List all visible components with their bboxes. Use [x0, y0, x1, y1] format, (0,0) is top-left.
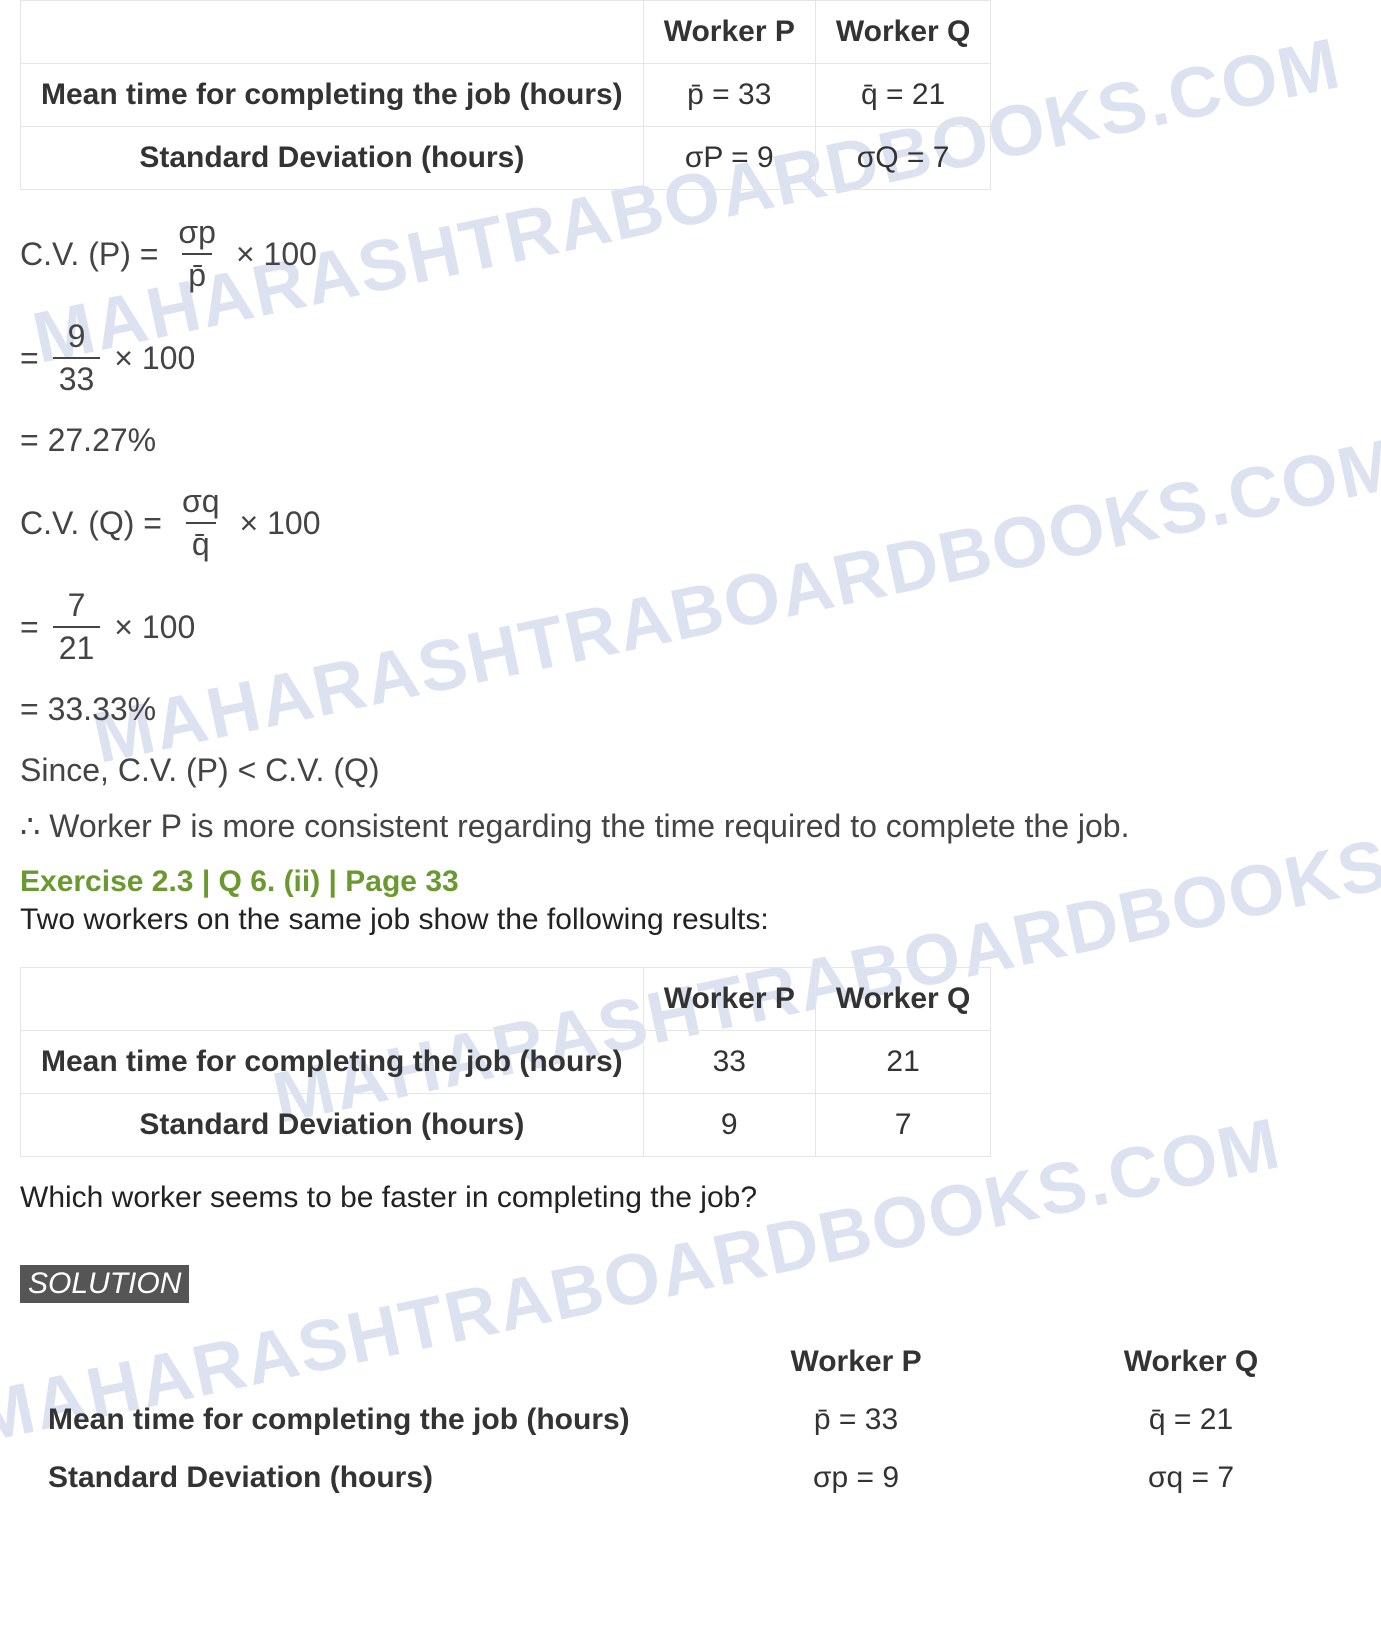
cell-sd-p: 9 — [643, 1094, 815, 1157]
cell-mean-q: q̄ = 21 — [815, 64, 991, 127]
fraction-numerator: 7 — [62, 587, 92, 626]
equals-sign: = — [20, 609, 39, 646]
table-row: Mean time for completing the job (hours)… — [21, 1031, 991, 1094]
fraction-denominator: 21 — [53, 626, 101, 667]
table-header-empty — [21, 1, 644, 64]
row-label-mean: Mean time for completing the job (hours) — [21, 64, 644, 127]
row-label-mean: Mean time for completing the job (hours) — [20, 1391, 690, 1449]
cv-p-substitution: = 9 33 × 100 — [20, 318, 1361, 398]
exercise-prompt: Two workers on the same job show the fol… — [20, 903, 1361, 937]
row-label-sd: Standard Deviation (hours) — [21, 1094, 644, 1157]
cell-mean-p: 33 — [643, 1031, 815, 1094]
stats-table-2: Worker P Worker Q Mean time for completi… — [20, 967, 991, 1157]
fraction-denominator: 33 — [53, 357, 101, 398]
stats-table-1: Worker P Worker Q Mean time for completi… — [20, 0, 991, 190]
fraction-numerator: 9 — [62, 318, 92, 357]
table-row: Worker P Worker Q — [20, 1333, 1360, 1391]
table-header-worker-p: Worker P — [643, 968, 815, 1031]
cv-p-label: C.V. (P) = — [20, 236, 158, 273]
table-header-worker-q: Worker Q — [815, 1, 991, 64]
table-row: Standard Deviation (hours) 9 7 — [21, 1094, 991, 1157]
solution-heading: SOLUTION — [20, 1265, 189, 1303]
table-row: Mean time for completing the job (hours)… — [21, 64, 991, 127]
exercise-heading: Exercise 2.3 | Q 6. (ii) | Page 33 — [20, 865, 1361, 899]
fraction: 9 33 — [53, 318, 101, 398]
cell-sd-q: σq = 7 — [1022, 1449, 1360, 1507]
cv-q-substitution: = 7 21 × 100 — [20, 587, 1361, 667]
cell-mean-p: p̄ = 33 — [643, 64, 815, 127]
table-header-empty — [21, 968, 644, 1031]
fraction: σq q̄ — [176, 483, 226, 563]
cv-q-label: C.V. (Q) = — [20, 505, 162, 542]
cv-q-result: = 33.33% — [20, 691, 1361, 728]
since-comparison: Since, C.V. (P) < C.V. (Q) — [20, 752, 1361, 789]
fraction: σp p̄ — [172, 214, 222, 294]
cell-mean-q: q̄ = 21 — [1022, 1391, 1360, 1449]
table-row: Standard Deviation (hours) σp = 9 σq = 7 — [20, 1449, 1360, 1507]
row-label-mean: Mean time for completing the job (hours) — [21, 1031, 644, 1094]
question-text: Which worker seems to be faster in compl… — [20, 1181, 1361, 1215]
cell-mean-p: p̄ = 33 — [690, 1391, 1022, 1449]
table-header-worker-q: Worker Q — [1022, 1333, 1360, 1391]
table-row: Worker P Worker Q — [21, 1, 991, 64]
cell-sd-p: σp = 9 — [690, 1449, 1022, 1507]
fraction-numerator: σp — [172, 214, 222, 253]
cell-sd-p: σP = 9 — [643, 127, 815, 190]
cell-sd-q: σQ = 7 — [815, 127, 991, 190]
cv-p-result: = 27.27% — [20, 422, 1361, 459]
stats-table-3: Worker P Worker Q Mean time for completi… — [20, 1333, 1360, 1507]
table-header-empty — [20, 1333, 690, 1391]
times-100: × 100 — [240, 505, 321, 542]
times-100: × 100 — [236, 236, 317, 273]
equals-sign: = — [20, 340, 39, 377]
cell-mean-q: 21 — [815, 1031, 991, 1094]
table-header-worker-q: Worker Q — [815, 968, 991, 1031]
table-header-worker-p: Worker P — [643, 1, 815, 64]
fraction: 7 21 — [53, 587, 101, 667]
cv-p-formula: C.V. (P) = σp p̄ × 100 — [20, 214, 1361, 294]
row-label-sd: Standard Deviation (hours) — [20, 1449, 690, 1507]
table-row: Mean time for completing the job (hours)… — [20, 1391, 1360, 1449]
cell-sd-q: 7 — [815, 1094, 991, 1157]
row-label-sd: Standard Deviation (hours) — [21, 127, 644, 190]
times-100: × 100 — [114, 340, 195, 377]
table-row: Standard Deviation (hours) σP = 9 σQ = 7 — [21, 127, 991, 190]
fraction-denominator: q̄ — [186, 522, 216, 563]
times-100: × 100 — [114, 609, 195, 646]
table-header-worker-p: Worker P — [690, 1333, 1022, 1391]
table-row: Worker P Worker Q — [21, 968, 991, 1031]
fraction-denominator: p̄ — [182, 253, 212, 294]
cv-q-formula: C.V. (Q) = σq q̄ × 100 — [20, 483, 1361, 563]
conclusion: ∴ Worker P is more consistent regarding … — [20, 807, 1361, 845]
fraction-numerator: σq — [176, 483, 226, 522]
